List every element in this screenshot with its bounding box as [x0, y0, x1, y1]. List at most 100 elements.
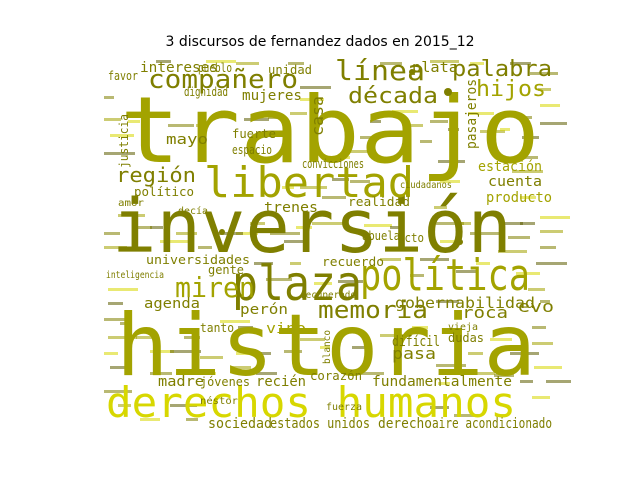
word-decada: década	[348, 84, 438, 109]
filler-word-mark	[510, 352, 539, 355]
filler-word-mark	[540, 300, 550, 303]
filler-word-mark	[338, 280, 363, 283]
filler-word-mark	[168, 124, 194, 127]
filler-word-mark	[440, 240, 462, 243]
filler-word-mark	[352, 346, 369, 349]
word-recuperado: recuperado	[300, 290, 356, 301]
filler-word-mark	[532, 396, 550, 399]
word-plata: plata	[412, 60, 458, 76]
word-corazon: corazón	[310, 369, 362, 383]
filler-word-mark	[220, 320, 250, 323]
word-mujeres: mujeres	[242, 88, 302, 104]
word-dignidad: dignidad	[184, 85, 228, 99]
word-realidad: realidad	[348, 195, 410, 209]
word-hijos: hijos	[476, 77, 546, 102]
filler-word-mark	[520, 380, 533, 383]
word-universidades: universidades	[146, 253, 250, 267]
filler-word-mark	[364, 224, 392, 227]
filler-word-mark	[296, 226, 312, 229]
filler-word-mark	[500, 128, 510, 131]
filler-word-mark	[200, 356, 223, 359]
word-miren: miren	[175, 271, 255, 304]
word-dificil: difícil	[392, 334, 440, 350]
filler-word-mark	[150, 350, 174, 353]
word-blanco: blanco	[322, 330, 333, 364]
filler-word-mark	[118, 404, 131, 407]
filler-word-mark	[290, 262, 301, 265]
filler-word-mark	[436, 364, 466, 367]
filler-word-mark	[236, 352, 262, 355]
filler-word-mark	[300, 186, 327, 189]
filler-word-mark	[176, 372, 205, 375]
word-abuela: abuela	[362, 229, 400, 243]
filler-word-mark	[380, 334, 411, 337]
filler-word-mark	[104, 118, 121, 121]
filler-word-mark	[214, 232, 243, 235]
filler-word-mark	[494, 374, 514, 377]
filler-word-mark	[140, 418, 160, 421]
word-jovenes: jóvenes	[200, 375, 250, 389]
dot-mark	[444, 88, 452, 96]
filler-word-mark	[206, 60, 236, 63]
word-tanto: tanto	[200, 321, 234, 335]
filler-word-mark	[538, 88, 551, 91]
filler-word-mark	[476, 262, 490, 265]
word-espacio: espacio	[232, 143, 272, 157]
word-estacion: estación	[478, 159, 542, 175]
word-nestor: néstor	[200, 395, 238, 407]
filler-word-mark	[514, 156, 538, 159]
filler-word-mark	[196, 124, 207, 127]
word-fuerza: fuerza	[326, 402, 362, 413]
filler-word-mark	[108, 336, 137, 339]
filler-word-mark	[380, 258, 401, 261]
filler-word-mark	[110, 366, 131, 369]
word-gobernabilidad: gobernabilidad	[395, 294, 535, 312]
filler-word-mark	[156, 60, 171, 63]
word-favor: favor	[108, 69, 138, 83]
filler-word-mark	[540, 122, 567, 125]
word-fundamentalmente: fundamentalmente	[372, 374, 512, 390]
filler-word-mark	[508, 236, 530, 239]
filler-word-mark	[520, 196, 536, 199]
word-vino: vino	[266, 321, 306, 337]
word-pueblo: pueblo	[198, 61, 232, 75]
filler-word-mark	[436, 222, 464, 225]
filler-word-mark	[250, 222, 265, 225]
filler-word-mark	[430, 120, 448, 123]
filler-word-mark	[440, 180, 460, 183]
filler-word-mark	[498, 250, 527, 253]
filler-word-mark	[390, 226, 403, 229]
filler-word-mark	[536, 262, 567, 265]
filler-word-mark	[540, 230, 563, 233]
filler-word-mark	[350, 180, 370, 183]
filler-word-mark	[532, 342, 553, 345]
filler-word-mark	[454, 414, 480, 417]
word-inversion: inversión	[112, 184, 512, 270]
filler-word-mark	[108, 302, 123, 305]
filler-word-mark	[470, 232, 500, 235]
filler-word-mark	[410, 274, 424, 277]
filler-word-mark	[256, 372, 277, 375]
filler-word-mark	[392, 110, 418, 113]
filler-word-mark	[322, 196, 346, 199]
word-peron: perón	[240, 302, 288, 318]
word-evo: evo	[518, 297, 554, 316]
word-memoria: memoria	[318, 296, 428, 324]
filler-word-mark	[546, 380, 571, 383]
filler-word-mark	[118, 214, 145, 217]
filler-word-mark	[420, 140, 432, 143]
filler-word-mark	[312, 222, 343, 225]
filler-word-mark	[254, 262, 273, 265]
filler-word-mark	[520, 222, 535, 225]
filler-word-mark	[412, 326, 428, 329]
filler-word-mark	[360, 372, 384, 375]
filler-word-mark	[104, 152, 135, 155]
filler-word-mark	[430, 60, 459, 63]
filler-word-mark	[150, 226, 163, 229]
filler-word-mark	[434, 206, 447, 209]
filler-word-mark	[260, 352, 271, 355]
filler-word-mark	[186, 418, 198, 421]
filler-word-mark	[522, 136, 539, 139]
filler-word-mark	[176, 232, 197, 235]
word-madre: madre	[158, 374, 204, 390]
